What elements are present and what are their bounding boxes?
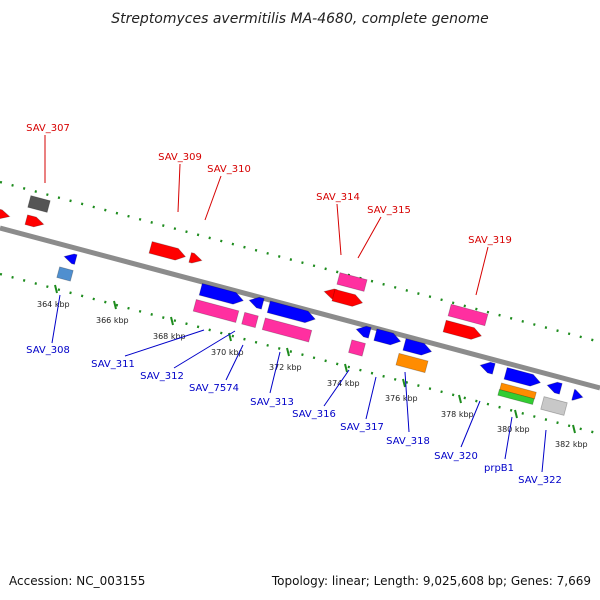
- leader-line: [323, 369, 350, 407]
- gene-blue-edge-right[interactable]: [571, 388, 584, 402]
- gene-sav314[interactable]: [336, 272, 368, 292]
- gene-label-sav_310[interactable]: SAV_310: [207, 164, 251, 175]
- tick-label: 380 kbp: [497, 425, 530, 434]
- tick-label: 364 kbp: [37, 300, 70, 309]
- tick-mark: [170, 316, 174, 326]
- forward-guide-line: [0, 180, 600, 344]
- tick-marks: 364 kbp 366 kbp 368 kbp 370 kbp 372 kbp 374 k…: [37, 284, 588, 449]
- leader-line: [460, 400, 481, 448]
- gene-label-sav_322[interactable]: SAV_322: [518, 475, 562, 486]
- gene-sav320-blue[interactable]: [503, 367, 542, 389]
- gene-label-sav_320[interactable]: SAV_320: [434, 451, 478, 462]
- gene-label-sav_311[interactable]: SAV_311: [91, 359, 135, 370]
- gene-label-sav_318[interactable]: SAV_318: [386, 436, 430, 447]
- gene-label-sav_317[interactable]: SAV_317: [340, 422, 384, 433]
- leader-line: [336, 203, 342, 256]
- gene-red-small[interactable]: [24, 214, 45, 229]
- gene-label-sav_7574[interactable]: SAV_7574: [189, 383, 239, 394]
- gene-label-sav_309[interactable]: SAV_309: [158, 152, 202, 163]
- gene-label-sav_319[interactable]: SAV_319: [468, 235, 512, 246]
- gene-prpb1[interactable]: [497, 388, 535, 406]
- tick-mark: [572, 424, 576, 434]
- leader-line: [204, 175, 222, 221]
- gene-sav316-pink[interactable]: [348, 339, 366, 357]
- genome-summary-text: Topology: linear; Length: 9,025,608 bp; …: [271, 574, 591, 588]
- gene-sav319-lower[interactable]: [442, 319, 483, 341]
- gene-sav318[interactable]: [395, 352, 429, 374]
- gene-features: [0, 195, 584, 416]
- gene-sav311[interactable]: [198, 283, 245, 307]
- gene-labels: SAV_307 SAV_309 SAV_310 SAV_314 SAV_315 SAV_3…: [26, 123, 562, 486]
- leader-line: [357, 216, 382, 259]
- gene-sav307[interactable]: [27, 195, 51, 213]
- label-leaders: [44, 135, 547, 473]
- gene-red-edge[interactable]: [0, 206, 11, 221]
- tick-label: 366 kbp: [96, 316, 129, 325]
- gene-label-sav_307[interactable]: SAV_307: [26, 123, 70, 134]
- gene-sav319-upper[interactable]: [447, 303, 489, 327]
- tick-label: 374 kbp: [327, 379, 360, 388]
- tick-mark: [514, 409, 518, 419]
- gene-label-sav_316[interactable]: SAV_316: [292, 409, 336, 420]
- gene-label-sav_308[interactable]: SAV_308: [26, 345, 70, 356]
- tick-label: 368 kbp: [153, 332, 186, 341]
- gene-label-sav_315[interactable]: SAV_315: [367, 205, 411, 216]
- tick-mark: [458, 394, 462, 404]
- gene-sav313-pink[interactable]: [261, 317, 313, 343]
- guide-lines: [0, 180, 600, 436]
- tick-label: 382 kbp: [555, 440, 588, 449]
- gene-blue-edge[interactable]: [63, 252, 78, 265]
- gene-blue-right[interactable]: [402, 338, 433, 358]
- gene-sav317[interactable]: [373, 328, 402, 347]
- gene-label-sav_312[interactable]: SAV_312: [140, 371, 184, 382]
- gene-label-sav_313[interactable]: SAV_313: [250, 397, 294, 408]
- tick-mark: [54, 284, 58, 294]
- leader-line: [51, 294, 61, 344]
- leader-line: [269, 351, 281, 394]
- gene-label-prpb1[interactable]: prpB1: [484, 463, 514, 474]
- tick-label: 372 kbp: [269, 363, 302, 372]
- leader-line: [365, 376, 377, 420]
- leader-line: [177, 163, 181, 213]
- gene-sav316[interactable]: [355, 324, 372, 339]
- reverse-guide-line: [0, 272, 600, 436]
- gene-sav322[interactable]: [540, 396, 568, 416]
- leader-line: [504, 416, 513, 460]
- tick-label: 376 kbp: [385, 394, 418, 403]
- accession-text: Accession: NC_003155: [9, 574, 146, 588]
- tick-label: 370 kbp: [211, 348, 244, 357]
- genome-backbone: [0, 225, 600, 391]
- leader-line: [124, 329, 205, 357]
- gene-sav320[interactable]: [479, 360, 496, 375]
- tick-mark: [113, 300, 117, 310]
- gene-sav312[interactable]: [192, 299, 240, 323]
- gene-sav7574[interactable]: [241, 311, 259, 329]
- leader-line: [173, 330, 236, 369]
- gene-sav310[interactable]: [188, 252, 203, 266]
- tick-label: 378 kbp: [441, 410, 474, 419]
- gene-label-sav_314[interactable]: SAV_314: [316, 192, 360, 203]
- map-title: Streptomyces avermitilis MA-4680, comple…: [111, 11, 489, 27]
- tick-mark: [344, 363, 348, 373]
- gene-blue-far[interactable]: [546, 380, 563, 395]
- gene-prpb1-orange[interactable]: [499, 382, 537, 400]
- tick-mark: [286, 347, 290, 357]
- gene-sav313[interactable]: [266, 300, 316, 325]
- tick-mark: [402, 378, 406, 388]
- leader-line: [225, 344, 244, 381]
- gene-sav308[interactable]: [56, 266, 74, 282]
- gene-sav315[interactable]: [331, 288, 364, 308]
- leader-line: [475, 246, 489, 296]
- gene-blue-mid[interactable]: [248, 295, 265, 310]
- leader-line: [541, 429, 547, 473]
- leader-line: [404, 371, 410, 433]
- gene-sav309[interactable]: [148, 241, 187, 263]
